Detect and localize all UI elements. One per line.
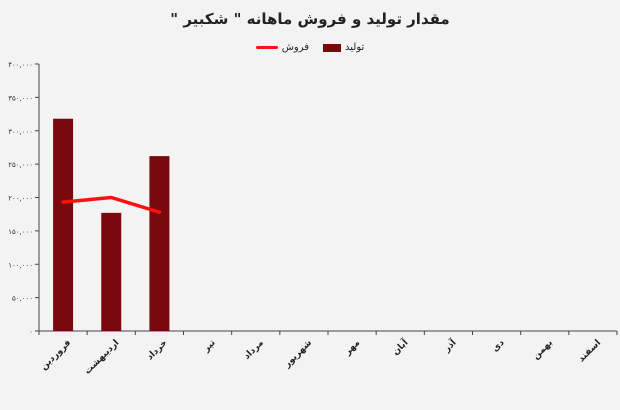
- x-tick-label: شهریور: [282, 338, 314, 370]
- x-tick-label: اسفند: [577, 338, 603, 364]
- y-tick-label: ۰: [29, 328, 33, 336]
- bar-production: [101, 212, 122, 331]
- x-tick-label: دی: [491, 338, 507, 354]
- x-tick-label: اردیبهشت: [83, 338, 122, 377]
- y-tick-label: ۲۵۰,۰۰۰: [8, 161, 33, 169]
- y-tick-label: ۱۵۰,۰۰۰: [8, 228, 33, 236]
- point-sales: [157, 210, 161, 214]
- y-tick-label: ۵۰,۰۰۰: [12, 295, 33, 303]
- x-tick-label: خرداد: [145, 338, 169, 362]
- legend-label-production: تولید: [345, 42, 365, 53]
- y-tick-label: ۳۵۰,۰۰۰: [8, 94, 33, 102]
- legend-item-sales: فروش: [255, 42, 310, 53]
- chart-title: مقدار تولید و فروش ماهانه " شکبیر ": [170, 10, 450, 28]
- x-tick-label: مهر: [342, 338, 362, 358]
- y-tick-label: ۲۰۰,۰۰۰: [8, 195, 33, 203]
- x-tick-label: فروردین: [39, 338, 73, 372]
- legend-item-production: تولید: [323, 42, 364, 53]
- legend-label-sales: فروش: [281, 42, 310, 53]
- x-tick-label: تیر: [201, 338, 218, 355]
- point-sales: [109, 196, 113, 199]
- x-tick-label: مرداد: [242, 338, 266, 362]
- y-tick-label: ۳۰۰,۰۰۰: [8, 128, 33, 136]
- line-sales: [61, 195, 162, 214]
- legend-swatch-production: [323, 43, 342, 52]
- bar-production: [149, 156, 170, 331]
- x-tick-label: آذر: [440, 336, 459, 355]
- bar-production: [53, 118, 74, 331]
- x-tick-label: بهمن: [531, 338, 555, 362]
- y-tick-label: ۱۰۰,۰۰۰: [8, 261, 33, 269]
- legend: فروش تولید: [0, 42, 620, 53]
- legend-swatch-sales: [255, 46, 278, 49]
- x-tick-label: آبان: [389, 336, 411, 358]
- y-tick-label: ۴۰۰,۰۰۰: [8, 61, 33, 69]
- point-sales: [61, 200, 65, 204]
